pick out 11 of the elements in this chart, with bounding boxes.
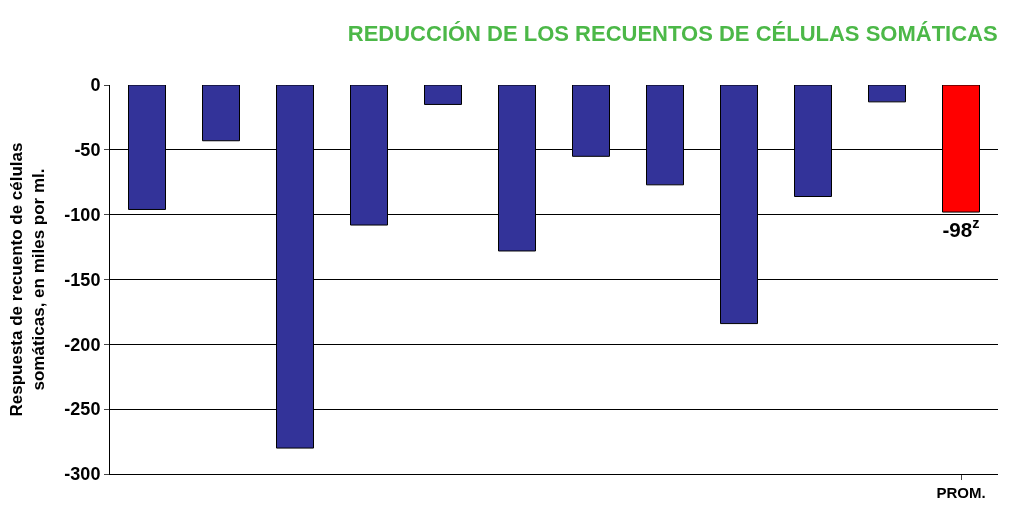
y-tick-label: -200 [64,334,101,355]
y-tick-label: -100 [64,204,101,225]
y-tick-label: -50 [74,140,101,161]
y-tick-label: 0 [90,75,101,96]
y-axis-title: Respuesta de recuento de células somáticas, en miles por ml. [6,142,48,417]
x-tick-label: PROM. [936,484,986,501]
y-tick-label: -300 [64,464,101,485]
chart-title: REDUCCIÓN DE LOS RECUENTOS DE CÉLULAS SOMÁTICAS [347,21,998,47]
data-label: -98$^{z}$ [942,214,980,241]
y-tick-label: -150 [64,269,101,290]
y-tick-label: -250 [64,399,101,420]
